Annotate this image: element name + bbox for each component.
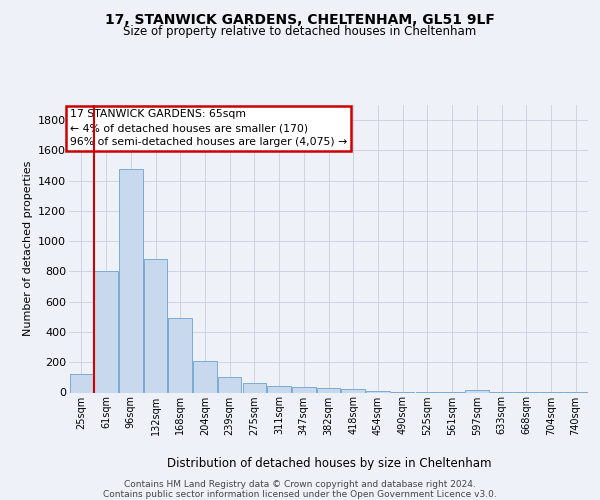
Bar xyxy=(94,272,118,392)
Y-axis label: Number of detached properties: Number of detached properties xyxy=(23,161,32,336)
Bar xyxy=(119,168,143,392)
Bar xyxy=(218,376,241,392)
Text: 17, STANWICK GARDENS, CHELTENHAM, GL51 9LF: 17, STANWICK GARDENS, CHELTENHAM, GL51 9… xyxy=(105,12,495,26)
Bar xyxy=(317,388,340,392)
Bar xyxy=(341,390,365,392)
Bar xyxy=(242,382,266,392)
Bar xyxy=(144,260,167,392)
Text: Contains public sector information licensed under the Open Government Licence v3: Contains public sector information licen… xyxy=(103,490,497,499)
Bar xyxy=(169,318,192,392)
Text: 17 STANWICK GARDENS: 65sqm
← 4% of detached houses are smaller (170)
96% of semi: 17 STANWICK GARDENS: 65sqm ← 4% of detac… xyxy=(70,110,347,148)
Bar xyxy=(268,386,291,392)
Text: Distribution of detached houses by size in Cheltenham: Distribution of detached houses by size … xyxy=(167,458,491,470)
Text: Contains HM Land Registry data © Crown copyright and database right 2024.: Contains HM Land Registry data © Crown c… xyxy=(124,480,476,489)
Bar xyxy=(70,374,93,392)
Bar xyxy=(292,387,316,392)
Bar xyxy=(465,390,488,392)
Bar xyxy=(193,362,217,392)
Bar xyxy=(366,391,389,392)
Text: Size of property relative to detached houses in Cheltenham: Size of property relative to detached ho… xyxy=(124,25,476,38)
